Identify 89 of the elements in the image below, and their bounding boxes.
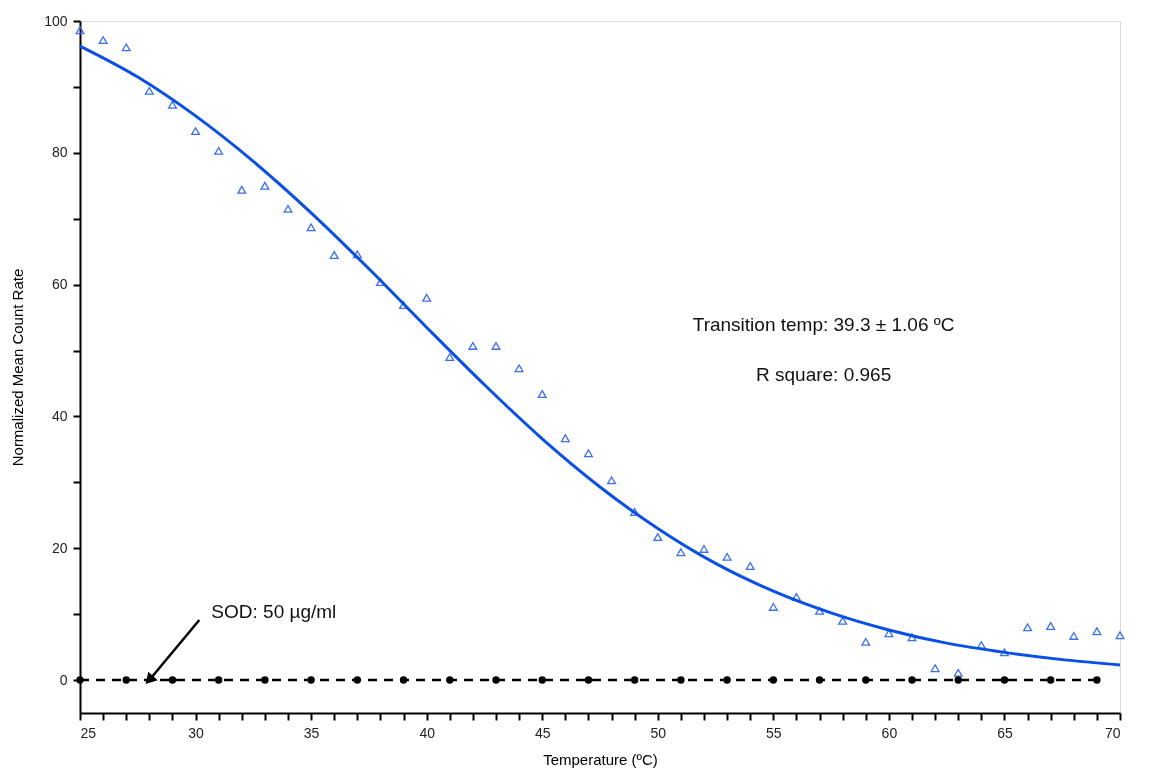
point: [1115, 631, 1125, 640]
x-axis-title: Temperature (ºC): [543, 750, 658, 768]
x-tick-label: 60: [881, 724, 898, 741]
point: [584, 676, 593, 684]
point: [861, 637, 871, 646]
point: [815, 606, 825, 615]
point: [353, 676, 362, 684]
point: [930, 664, 940, 673]
y-tick-label: 60: [51, 276, 68, 293]
point: [769, 676, 778, 684]
point: [214, 146, 224, 155]
point: [214, 676, 223, 684]
point: [422, 293, 432, 302]
y-axis-title: Normalized Mean Count Rate: [9, 268, 27, 467]
point: [168, 676, 177, 684]
x-tick-label: 50: [650, 724, 667, 741]
point: [75, 26, 85, 35]
point: [745, 562, 755, 571]
point: [121, 43, 131, 52]
x-tick-label: 65: [997, 724, 1013, 741]
y-tick-label: 100: [44, 12, 68, 29]
point: [329, 250, 339, 259]
point: [538, 676, 546, 684]
point: [907, 633, 917, 642]
point: [607, 476, 617, 485]
x-tick-label: 45: [534, 724, 551, 741]
point: [723, 676, 731, 684]
point: [630, 507, 640, 516]
point: [699, 544, 709, 553]
y-tick-label: 40: [51, 407, 68, 424]
point: [261, 676, 269, 684]
point: [237, 185, 247, 194]
point: [583, 449, 593, 458]
x-tick-label: 25: [80, 724, 97, 741]
point: [306, 223, 316, 232]
point: [167, 100, 177, 109]
point: [307, 676, 315, 684]
point: [884, 629, 894, 638]
point: [1093, 676, 1101, 684]
point: [791, 593, 801, 602]
point: [352, 250, 362, 259]
point: [76, 676, 84, 684]
x-tick-label: 35: [303, 724, 320, 741]
x-tick-label: 40: [419, 724, 436, 741]
annotation: SOD: 50 µg/ml: [211, 601, 337, 623]
point: [677, 676, 685, 684]
x-tick-label: 30: [188, 724, 205, 741]
point: [1023, 623, 1033, 632]
point: [953, 668, 963, 677]
point: [1000, 676, 1009, 684]
point: [468, 341, 478, 350]
point: [122, 676, 130, 684]
annotation: Transition temp: 39.3 ± 1.06 ºC: [692, 314, 955, 336]
point: [560, 434, 570, 443]
point: [768, 602, 778, 611]
point: [653, 533, 663, 542]
point: [98, 36, 108, 45]
point: [1046, 622, 1056, 631]
x-tick-label: 55: [766, 724, 782, 741]
y-tick-label: 0: [59, 671, 68, 688]
point: [260, 181, 270, 190]
point: [144, 86, 154, 95]
point: [676, 548, 686, 557]
point: [537, 390, 547, 399]
point: [446, 676, 454, 684]
point: [491, 341, 501, 350]
point: [445, 353, 455, 362]
point: [862, 676, 870, 684]
point: [492, 676, 500, 684]
point: [1046, 676, 1055, 684]
point: [1069, 631, 1079, 640]
y-tick-label: 80: [51, 144, 68, 161]
point: [283, 204, 293, 213]
point: [514, 364, 524, 373]
annotation: R square: 0.965: [756, 364, 892, 386]
point: [976, 641, 986, 650]
point: [1092, 627, 1102, 636]
point: [999, 648, 1009, 657]
point: [399, 676, 408, 684]
point: [630, 676, 639, 684]
point: [838, 616, 848, 625]
point: [908, 676, 916, 684]
x-tick-label: 70: [1104, 724, 1121, 741]
point: [722, 552, 732, 561]
line-series: [78, 44, 1122, 667]
point: [191, 127, 201, 136]
point: [954, 676, 962, 684]
point: [815, 676, 824, 684]
y-tick-label: 20: [51, 539, 68, 556]
